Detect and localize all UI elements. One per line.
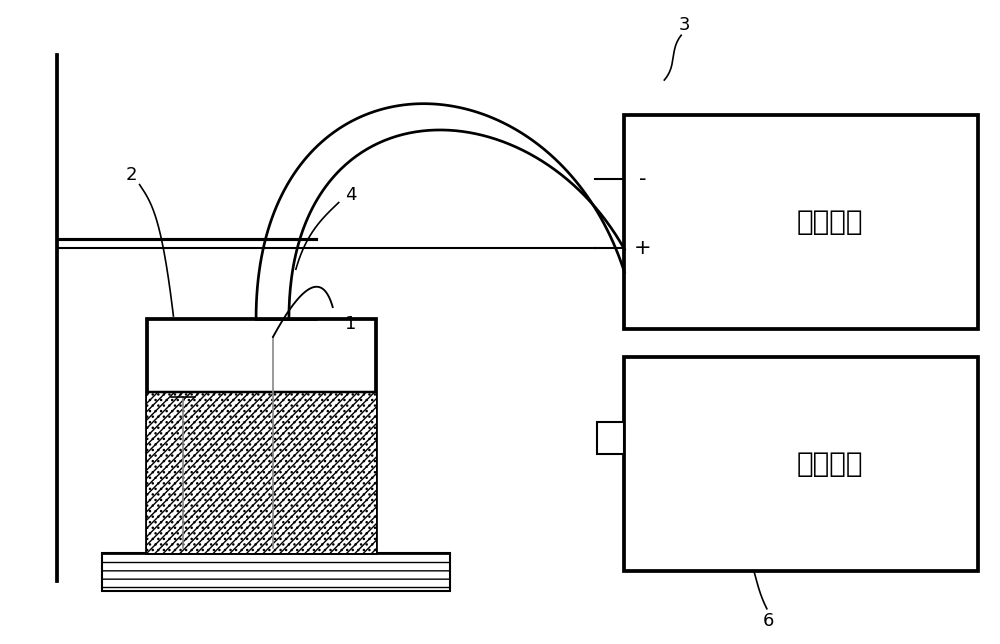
Text: -: - [639,169,646,189]
Bar [597,422,624,454]
Text: 5: 5 [345,417,356,435]
Text: 1: 1 [345,315,356,333]
Bar [624,357,978,571]
Text: 4: 4 [345,185,356,204]
Bar [147,392,376,553]
Text: +: + [634,238,651,258]
Bar [102,553,450,591]
Text: 2: 2 [126,166,137,184]
Text: 3: 3 [678,16,690,34]
Bar [624,115,978,329]
Text: 氯灯光源: 氯灯光源 [796,450,863,478]
Bar [147,319,376,553]
Bar [147,392,376,553]
Text: 直流电源: 直流电源 [796,208,863,236]
Text: 6: 6 [763,612,775,630]
